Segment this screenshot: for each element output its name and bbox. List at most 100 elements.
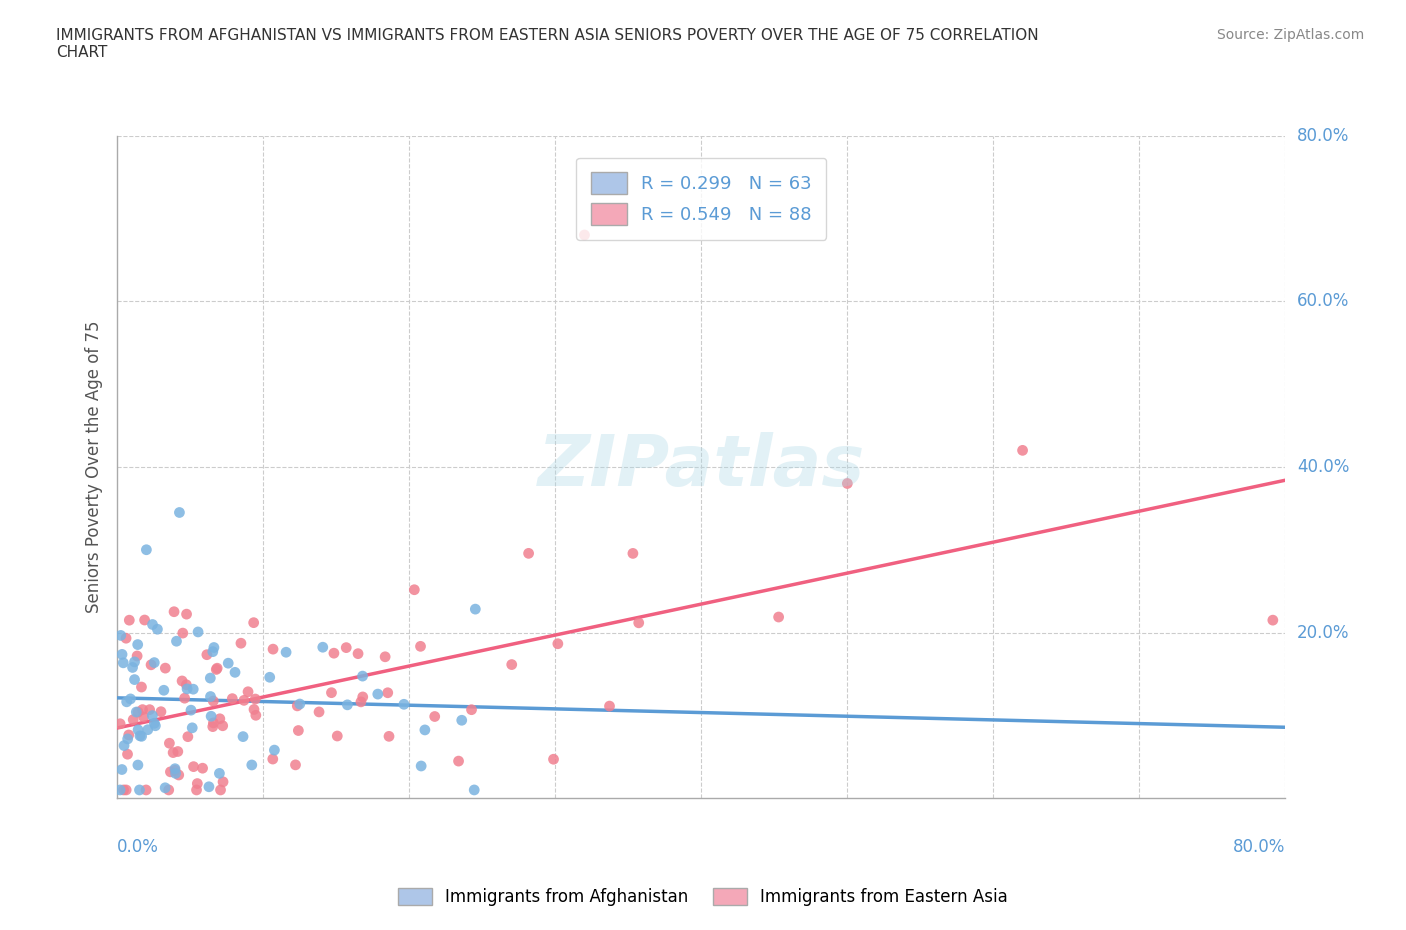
Point	[335, 640, 357, 655]
Point	[209, 782, 232, 797]
Text: 80.0%: 80.0%	[1233, 838, 1285, 856]
Point	[167, 767, 190, 782]
Point	[205, 662, 228, 677]
Text: IMMIGRANTS FROM AFGHANISTAN VS IMMIGRANTS FROM EASTERN ASIA SENIORS POVERTY OVER: IMMIGRANTS FROM AFGHANISTAN VS IMMIGRANT…	[56, 28, 1039, 60]
Point	[124, 655, 146, 670]
Point	[352, 669, 374, 684]
Point	[155, 660, 177, 675]
Point	[263, 743, 285, 758]
Point	[236, 684, 259, 699]
Point	[129, 728, 152, 743]
Point	[411, 759, 433, 774]
Point	[621, 546, 644, 561]
Point	[202, 715, 225, 730]
Point	[245, 692, 267, 707]
Point	[547, 636, 569, 651]
Text: Source: ZipAtlas.com: Source: ZipAtlas.com	[1216, 28, 1364, 42]
Point	[350, 695, 373, 710]
Point	[284, 757, 307, 772]
Point	[837, 476, 859, 491]
Point	[115, 631, 138, 645]
Point	[233, 693, 256, 708]
Point	[450, 712, 472, 727]
Point	[162, 745, 184, 760]
Point	[176, 606, 198, 621]
Point	[143, 716, 166, 731]
Point	[201, 644, 224, 659]
Point	[191, 761, 214, 776]
Point	[115, 695, 138, 710]
Point	[599, 698, 621, 713]
Point	[240, 758, 263, 773]
Point	[224, 665, 246, 680]
Point	[112, 782, 135, 797]
Point	[135, 782, 157, 797]
Point	[120, 692, 142, 707]
Point	[1261, 613, 1284, 628]
Point	[200, 709, 222, 724]
Point	[378, 729, 401, 744]
Point	[127, 637, 149, 652]
Point	[118, 613, 141, 628]
Point	[308, 705, 330, 720]
Point	[169, 505, 191, 520]
Point	[111, 762, 134, 777]
Point	[110, 628, 132, 643]
Point	[131, 680, 153, 695]
Point	[326, 728, 349, 743]
Point	[186, 782, 208, 797]
Legend: Immigrants from Afghanistan, Immigrants from Eastern Asia: Immigrants from Afghanistan, Immigrants …	[392, 881, 1014, 912]
Point	[202, 694, 225, 709]
Point	[139, 658, 162, 672]
Point	[259, 670, 281, 684]
Point	[367, 686, 389, 701]
Point	[127, 648, 149, 663]
Point	[1011, 443, 1033, 458]
Point	[176, 677, 198, 692]
Point	[165, 766, 187, 781]
Point	[374, 649, 396, 664]
Point	[181, 682, 204, 697]
Point	[242, 616, 264, 631]
Point	[200, 671, 222, 685]
Point	[404, 582, 426, 597]
Point	[232, 729, 254, 744]
Text: 60.0%: 60.0%	[1298, 292, 1350, 311]
Point	[517, 546, 540, 561]
Point	[447, 753, 470, 768]
Point	[173, 691, 195, 706]
Point	[288, 697, 311, 711]
Point	[377, 685, 399, 700]
Point	[136, 723, 159, 737]
Point	[112, 738, 135, 753]
Point	[274, 644, 297, 659]
Point	[245, 708, 267, 723]
Point	[180, 703, 202, 718]
Point	[122, 712, 145, 727]
Point	[176, 682, 198, 697]
Point	[212, 775, 235, 790]
Point	[131, 702, 153, 717]
Point	[141, 708, 163, 723]
Point	[285, 698, 308, 713]
Point	[409, 639, 432, 654]
Point	[336, 698, 359, 712]
Point	[172, 626, 194, 641]
Point	[157, 782, 180, 797]
Point	[413, 723, 436, 737]
Point	[321, 685, 343, 700]
Point	[141, 618, 163, 632]
Point	[127, 723, 149, 737]
Point	[287, 724, 309, 738]
Point	[211, 718, 233, 733]
Point	[138, 702, 160, 717]
Point	[202, 640, 225, 655]
Point	[134, 613, 156, 628]
Point	[347, 646, 370, 661]
Point	[464, 602, 486, 617]
Point	[195, 647, 218, 662]
Point	[574, 228, 596, 243]
Point	[153, 683, 176, 698]
Point	[460, 702, 482, 717]
Point	[183, 759, 205, 774]
